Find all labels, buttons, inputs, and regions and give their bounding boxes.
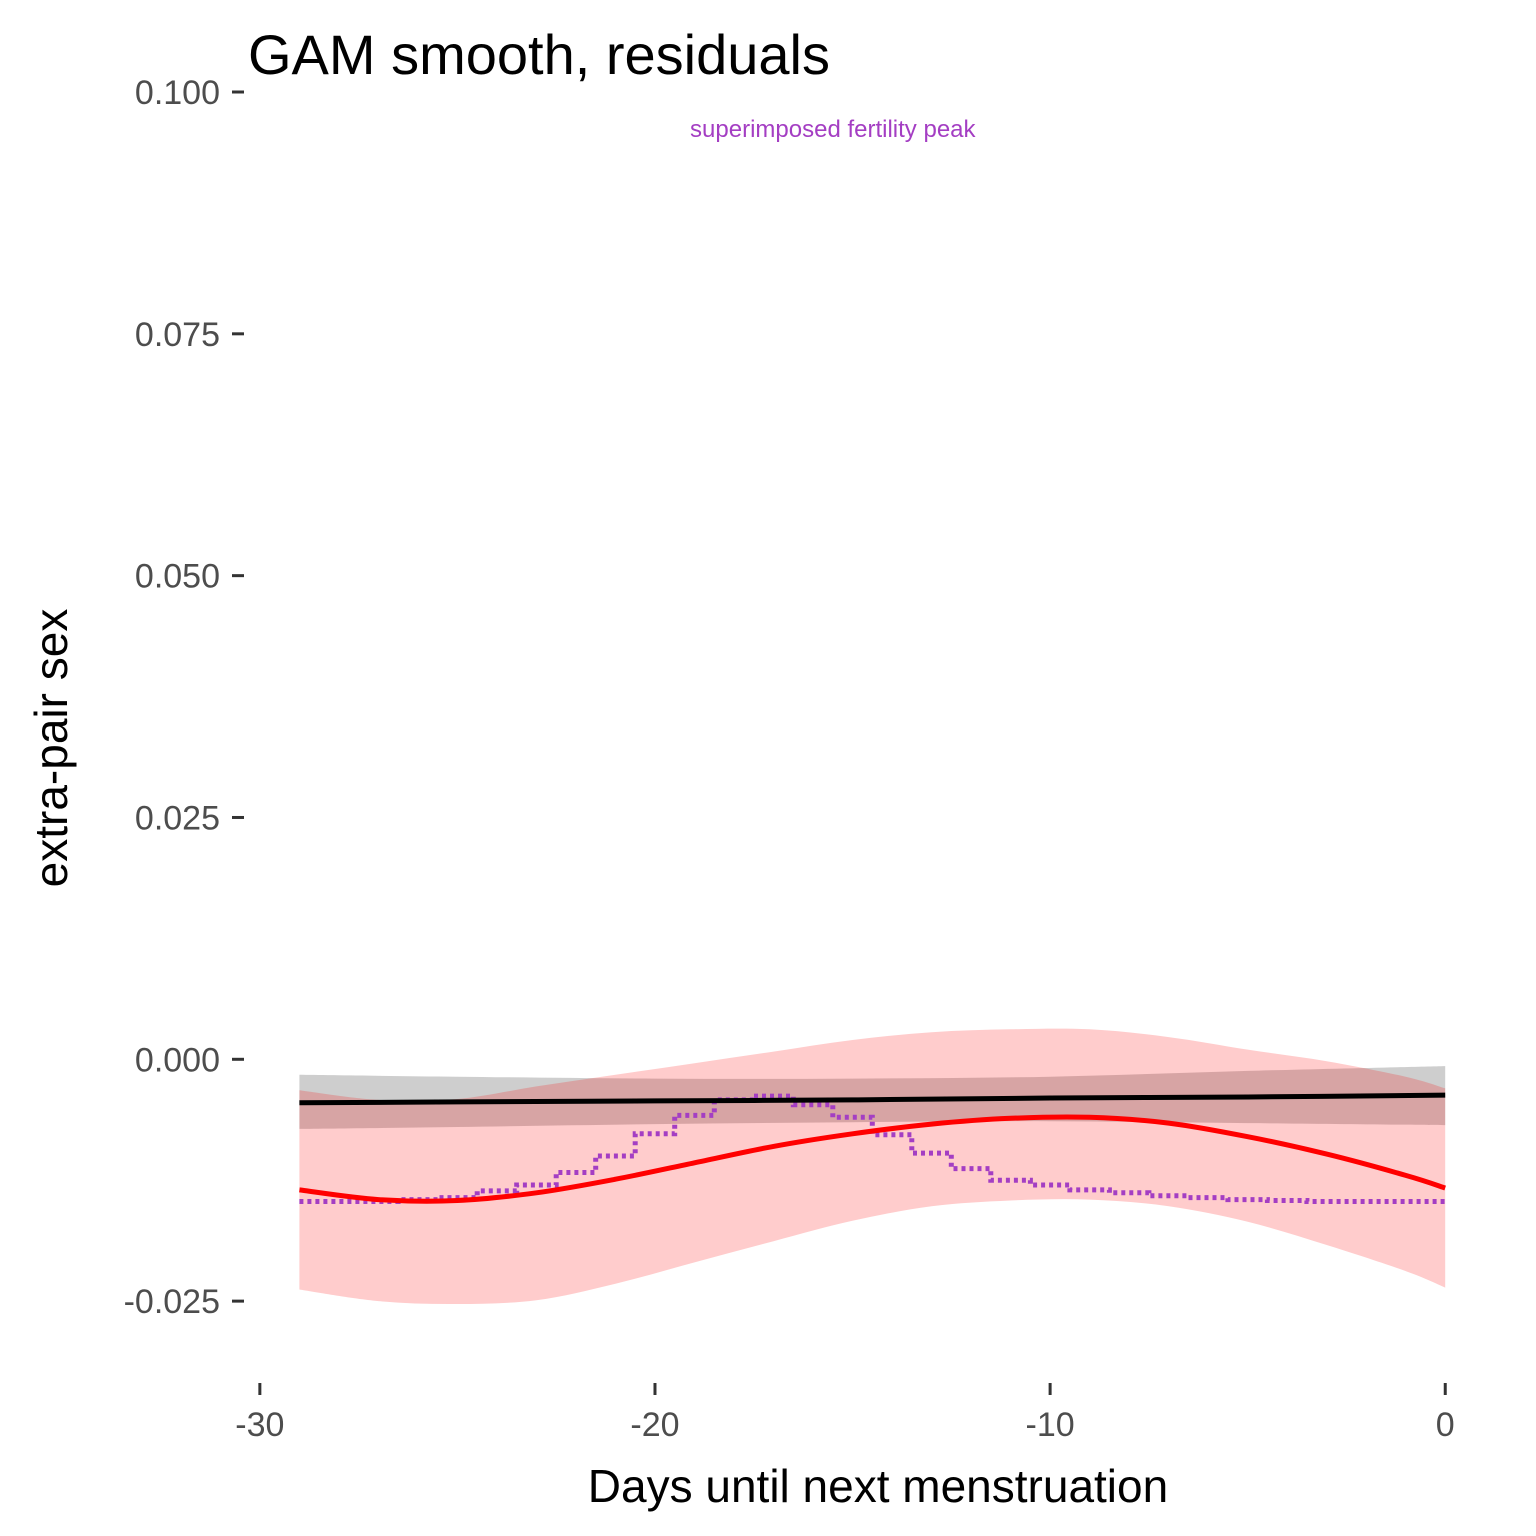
gam-smooth-line: [299, 1114, 1446, 1204]
y-tick-label: 0.100: [135, 74, 220, 112]
series-lines: [299, 1092, 1446, 1204]
confidence-bands: [299, 1028, 1446, 1305]
x-tick-label: -30: [235, 1406, 284, 1444]
fertility-peak-annotation: superimposed fertility peak: [690, 116, 976, 143]
x-axis: -30 -20 -10 0: [235, 1383, 1455, 1444]
x-tick-label: -10: [1026, 1406, 1075, 1444]
y-tick-label: 0.050: [135, 558, 220, 596]
chart-title: GAM smooth, residuals: [248, 23, 830, 86]
y-tick-label: 0.075: [135, 316, 220, 354]
fertility-peak-line: [299, 1093, 1446, 1204]
y-tick-label: -0.025: [124, 1283, 220, 1321]
y-axis-title: extra-pair sex: [25, 609, 77, 888]
y-tick-label: 0.025: [135, 799, 220, 837]
gam-confidence-band: [299, 1028, 1446, 1305]
y-axis: -0.025 0.000 0.025 0.050 0.075 0.100: [124, 74, 244, 1321]
x-tick-label: 0: [1436, 1406, 1455, 1444]
linear-fit-line: [299, 1092, 1446, 1106]
y-tick-label: 0.000: [135, 1041, 220, 1079]
x-tick-label: -20: [630, 1406, 679, 1444]
x-axis-title: Days until next menstruation: [588, 1460, 1168, 1512]
